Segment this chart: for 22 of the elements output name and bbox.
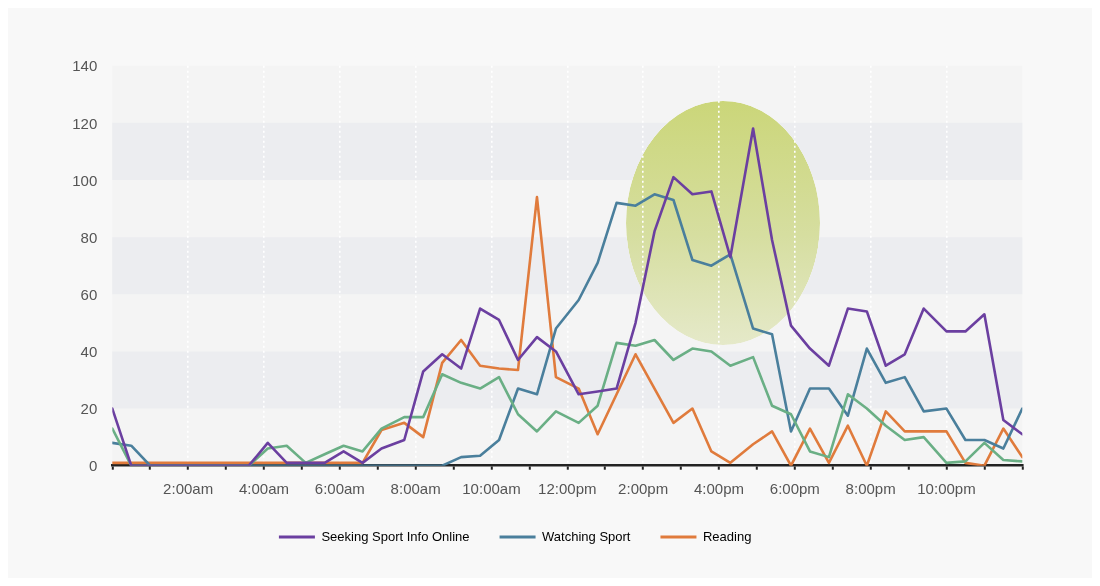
legend-label: Seeking Sport Info Online (321, 528, 470, 544)
legend-label: Reading (702, 528, 752, 544)
y-tick-label: 80 (80, 228, 98, 246)
x-tick-label: 12:00pm (538, 479, 597, 497)
legend-label: Watching Sport (542, 528, 631, 544)
y-tick-label: 40 (80, 343, 98, 361)
y-tick-label: 60 (80, 286, 98, 304)
x-tick-label: 2:00pm (618, 479, 669, 497)
y-tick-label: 140 (72, 57, 98, 75)
x-tick-label: 2:00am (163, 479, 214, 497)
x-tick-label: 4:00am (238, 479, 289, 497)
x-tick-label: 6:00pm (769, 479, 820, 497)
y-tick-label: 120 (72, 114, 98, 132)
x-tick-label: 8:00pm (845, 479, 896, 497)
x-tick-label: 10:00am (462, 479, 521, 497)
x-tick-label: 4:00pm (693, 479, 744, 497)
x-tick-label: 10:00pm (917, 479, 976, 497)
y-tick-label: 100 (72, 171, 98, 189)
y-tick-label: 20 (80, 400, 98, 418)
x-tick-label: 8:00am (390, 479, 441, 497)
x-tick-label: 6:00am (314, 479, 365, 497)
y-tick-label: 0 (88, 457, 98, 475)
